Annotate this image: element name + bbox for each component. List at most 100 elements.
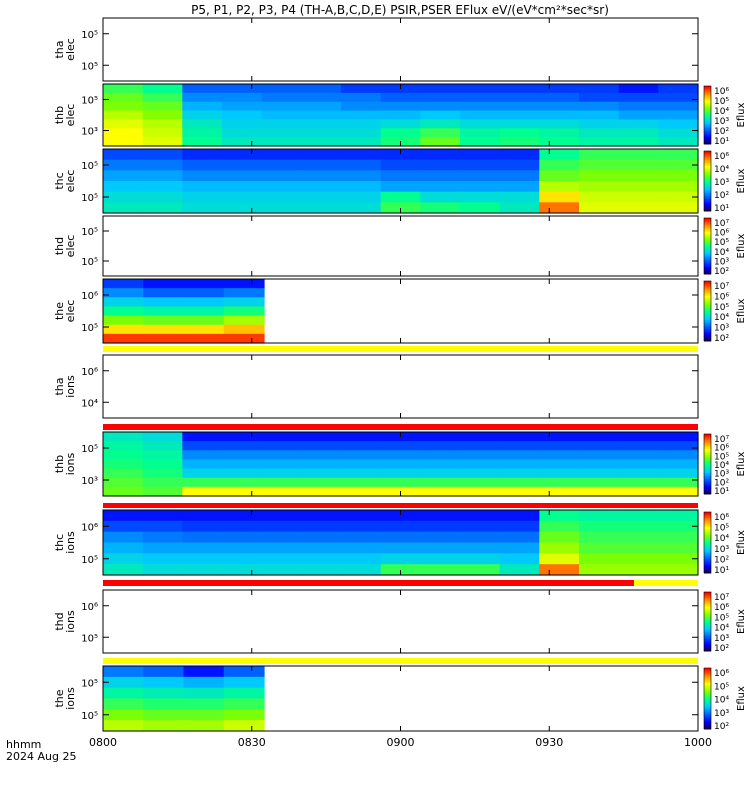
colorbar-step xyxy=(704,592,711,594)
colorbar-step xyxy=(704,324,711,327)
y-tick-label: 10⁵ xyxy=(81,193,98,204)
heatmap-cell xyxy=(182,181,223,193)
heatmap-cell xyxy=(618,128,659,138)
colorbar-step xyxy=(704,519,711,522)
x-tick-label: 1000 xyxy=(684,736,712,749)
heatmap-cell xyxy=(618,101,659,112)
heatmap-cell xyxy=(222,84,263,94)
colorbar-step xyxy=(704,109,711,112)
heatmap-cell xyxy=(618,159,659,171)
heatmap-cell xyxy=(380,119,421,129)
heatmap-cell xyxy=(222,553,263,565)
heatmap-cell xyxy=(499,510,540,522)
colorbar-step xyxy=(704,269,711,272)
heatmap-cell xyxy=(223,676,265,689)
colorbar-step xyxy=(704,703,711,706)
heatmap-cell xyxy=(658,477,699,488)
heatmap-cell xyxy=(460,432,501,442)
heatmap-cell xyxy=(380,564,421,576)
heatmap-cell xyxy=(103,128,144,138)
heatmap-cell xyxy=(223,288,265,298)
heatmap-cell xyxy=(142,441,183,451)
panel-frame xyxy=(102,215,699,277)
colorbar-tick-label: 10⁷ xyxy=(714,219,729,229)
heatmap-cell xyxy=(420,181,461,193)
heatmap-cell xyxy=(499,432,540,442)
heatmap-cell xyxy=(499,119,540,129)
colorbar-step xyxy=(704,234,711,237)
colorbar-step xyxy=(704,684,711,687)
heatmap-cell xyxy=(460,84,501,94)
colorbar-step xyxy=(704,314,711,316)
heatmap-cell xyxy=(539,128,580,138)
colorbar-tick-label: 10⁴ xyxy=(714,534,729,544)
colorbar-step xyxy=(704,458,711,460)
heatmap-cell xyxy=(261,459,302,470)
colorbar-label: Eflux xyxy=(736,609,747,634)
colorbar-step xyxy=(704,178,711,180)
heatmap-cell xyxy=(579,92,620,103)
heatmap-cell xyxy=(301,191,342,203)
colorbar-step xyxy=(704,255,711,258)
y-tick-label: 10⁵ xyxy=(81,678,98,689)
colorbar-step xyxy=(704,293,711,295)
heatmap-cell xyxy=(380,92,421,103)
flag-bar-red xyxy=(103,580,634,586)
heatmap-cell xyxy=(658,486,699,497)
colorbar-step xyxy=(704,87,711,90)
heatmap-cell xyxy=(539,119,580,129)
heatmap-cell xyxy=(301,92,342,103)
colorbar-step xyxy=(704,91,711,94)
colorbar-step xyxy=(704,327,711,330)
colorbar-step xyxy=(704,530,711,533)
colorbar-tick-label: 10⁵ xyxy=(714,524,729,534)
heatmap-cell xyxy=(460,159,501,171)
colorbar-step xyxy=(704,300,711,303)
colorbar-step xyxy=(704,452,711,454)
heatmap-cell xyxy=(142,101,183,112)
colorbar-step xyxy=(704,522,711,525)
colorbar-label: Eflux xyxy=(736,102,747,127)
colorbar-tick-label: 10⁵ xyxy=(714,613,729,623)
heatmap-cell xyxy=(618,181,659,193)
heatmap-cell xyxy=(301,542,342,554)
heatmap-cell xyxy=(579,531,620,544)
colorbar-step xyxy=(704,267,711,269)
colorbar-step xyxy=(704,456,711,459)
colorbar-step xyxy=(704,170,711,173)
heatmap-cell xyxy=(341,459,382,470)
colorbar-step xyxy=(704,447,711,450)
heatmap-cell xyxy=(539,459,580,470)
colorbar-step xyxy=(704,291,711,294)
heatmap-cell xyxy=(460,477,501,488)
heatmap-cell xyxy=(341,553,382,565)
heatmap-cell xyxy=(539,170,580,182)
colorbar-step xyxy=(704,516,711,519)
heatmap-cell xyxy=(618,520,659,533)
heatmap-cell xyxy=(301,119,342,129)
x-tick-label: 0800 xyxy=(89,736,117,749)
heatmap-cell xyxy=(142,92,183,103)
y-tick-label: 10³ xyxy=(81,127,98,138)
y-label-probe: tha xyxy=(53,377,66,395)
heatmap-cell xyxy=(183,676,225,689)
heatmap-cell xyxy=(460,137,501,147)
heatmap-cell xyxy=(301,553,342,565)
heatmap-cell xyxy=(499,450,540,461)
heatmap-cell xyxy=(183,720,225,732)
colorbar-step xyxy=(704,208,711,210)
colorbar-tick-label: 10⁵ xyxy=(714,452,729,462)
heatmap-cell xyxy=(539,531,580,544)
colorbar-step xyxy=(704,96,711,99)
heatmap-cell xyxy=(618,92,659,103)
colorbar-step xyxy=(704,611,711,614)
heatmap-cell xyxy=(539,542,580,554)
heatmap-cell xyxy=(539,468,580,479)
y-label-species: elec xyxy=(64,235,77,258)
colorbar-step xyxy=(704,674,711,677)
colorbar-step xyxy=(704,479,711,481)
colorbar-step xyxy=(704,468,711,471)
heatmap-cell xyxy=(261,441,302,451)
colorbar-step xyxy=(704,557,711,560)
